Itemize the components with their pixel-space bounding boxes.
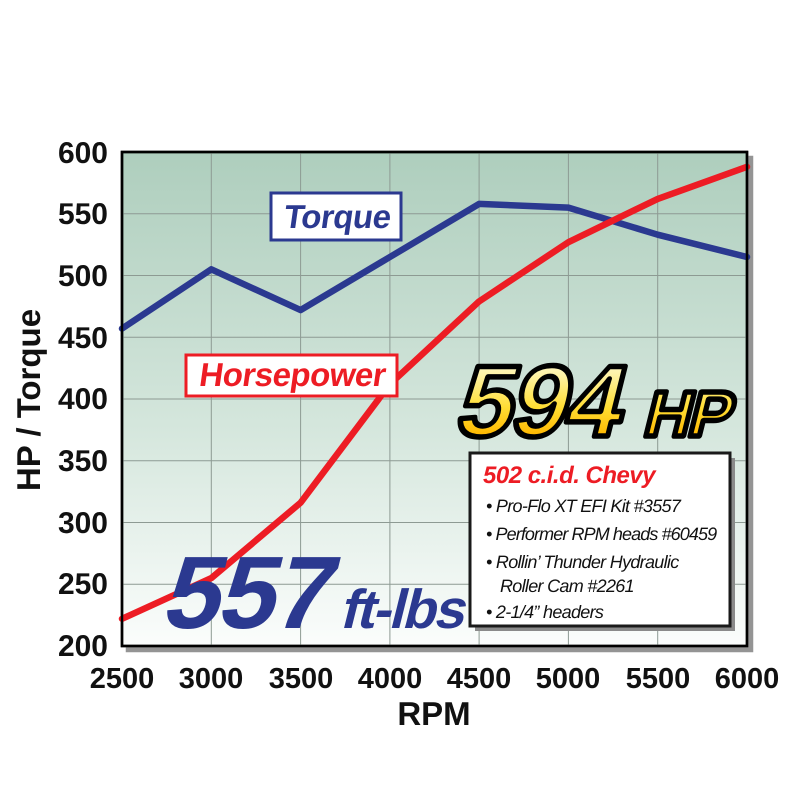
svg-text:400: 400 — [58, 383, 108, 416]
svg-text:Torque: Torque — [282, 198, 394, 235]
svg-text:RPM: RPM — [397, 695, 470, 732]
svg-text:6000: 6000 — [715, 663, 780, 695]
svg-text:250: 250 — [58, 568, 108, 601]
svg-text:4000: 4000 — [358, 663, 423, 695]
svg-text:5000: 5000 — [536, 663, 601, 695]
svg-text:3000: 3000 — [179, 663, 244, 695]
svg-text:HP / Torque: HP / Torque — [10, 309, 47, 491]
svg-text:502 c.i.d. Chevy: 502 c.i.d. Chevy — [483, 462, 657, 489]
svg-text:600: 600 — [58, 137, 108, 170]
svg-text:450: 450 — [58, 322, 108, 355]
svg-text:3500: 3500 — [269, 663, 334, 695]
svg-text:550: 550 — [58, 198, 108, 231]
svg-text:Roller Cam #2261: Roller Cam #2261 — [500, 576, 634, 596]
svg-text:Horsepower: Horsepower — [197, 356, 389, 393]
svg-text:2500: 2500 — [90, 663, 155, 695]
svg-text:4500: 4500 — [447, 663, 512, 695]
svg-text:• 2-1/4” headers: • 2-1/4” headers — [486, 602, 604, 622]
svg-text:5500: 5500 — [626, 663, 691, 695]
svg-text:300: 300 — [58, 507, 108, 540]
svg-text:• Performer RPM heads #60459: • Performer RPM heads #60459 — [486, 524, 717, 544]
svg-text:200: 200 — [58, 630, 108, 663]
svg-text:350: 350 — [58, 445, 108, 478]
svg-text:• Pro-Flo XT EFI Kit #3557: • Pro-Flo XT EFI Kit #3557 — [486, 496, 682, 516]
svg-text:500: 500 — [58, 260, 108, 293]
svg-text:• Rollin’ Thunder Hydraulic: • Rollin’ Thunder Hydraulic — [486, 552, 679, 572]
